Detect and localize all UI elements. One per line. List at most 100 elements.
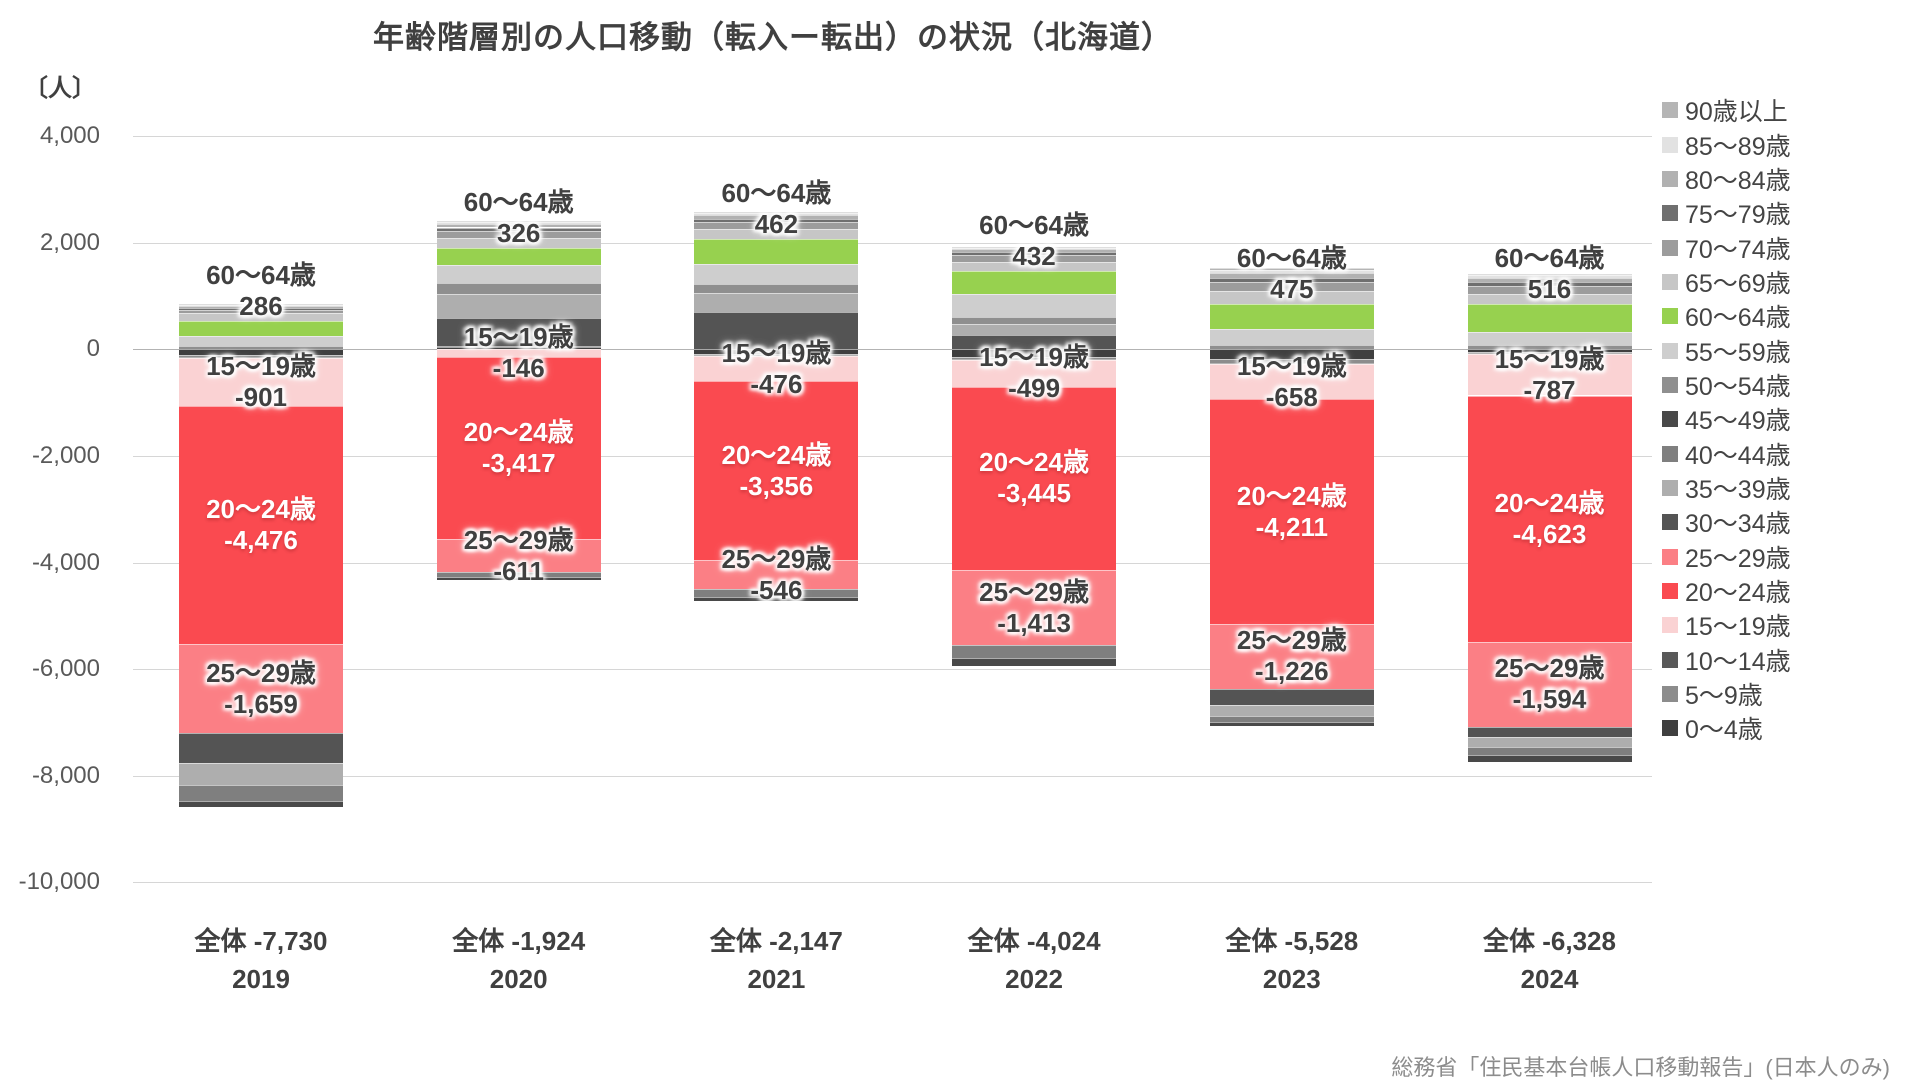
bar-segment-35〜39歳 xyxy=(694,292,859,312)
bar-segment-25〜29歳 xyxy=(179,644,343,733)
bar-segment-0〜4歳 xyxy=(952,349,1117,357)
segment-label-25〜29歳: 25〜29歳 -611 xyxy=(389,525,649,587)
y-axis-unit-label: 〔人〕 xyxy=(24,75,96,102)
bar-segment-10〜14歳 xyxy=(694,355,859,357)
segment-label-age: 60〜64歳 xyxy=(1236,242,1347,273)
segment-label-age: 25〜29歳 xyxy=(1236,625,1347,656)
segment-label-25〜29歳: 25〜29歳 -1,413 xyxy=(904,577,1164,639)
legend-swatch xyxy=(1662,239,1678,256)
total-label: 全体 -6,328 xyxy=(1483,926,1616,956)
year-label: 2020 xyxy=(489,964,548,994)
bar-segment-70〜74歳 xyxy=(436,231,601,238)
legend-item-55〜59歳: 55〜59歳 xyxy=(1662,333,1791,367)
bar-segment-65〜69歳 xyxy=(1467,293,1632,305)
legend-swatch xyxy=(1662,376,1678,393)
bar-segment-30〜34歳 xyxy=(179,732,343,763)
segment-label-60〜64歳: 60〜64歳 516 xyxy=(1420,243,1680,305)
y-tick-label: 0 xyxy=(86,335,100,363)
legend-swatch xyxy=(1662,308,1678,325)
bar-segment-0〜4歳 xyxy=(179,349,343,356)
bar-segment-90歳以上 xyxy=(1209,267,1374,270)
bar-segment-35〜39歳 xyxy=(952,323,1117,336)
bar-segment-10〜14歳 xyxy=(952,359,1117,361)
legend-swatch xyxy=(1662,479,1678,496)
legend-item-5〜9歳: 5〜9歳 xyxy=(1662,677,1791,711)
segment-label-age: 15〜19歳 xyxy=(463,322,574,353)
total-label: 全体 -5,528 xyxy=(1225,926,1359,956)
legend-swatch xyxy=(1662,445,1678,462)
segment-label-15〜19歳: 15〜19歳 -146 xyxy=(389,322,649,384)
segment-label-25〜29歳: 25〜29歳 -1,226 xyxy=(1162,625,1422,687)
segment-label-15〜19歳: 15〜19歳 -787 xyxy=(1420,344,1680,406)
bar-segment-30〜34歳 xyxy=(952,335,1117,350)
segment-label-age: 25〜29歳 xyxy=(721,543,832,574)
y-tick-label: 2,000 xyxy=(39,228,100,256)
segment-label-15〜19歳: 15〜19歳 -499 xyxy=(904,342,1164,404)
bar-segment-40〜44歳 xyxy=(694,589,859,597)
bar-segment-80〜84歳 xyxy=(179,306,343,309)
bar-segment-20〜24歳 xyxy=(1209,399,1374,624)
legend-item-65〜69歳: 65〜69歳 xyxy=(1662,265,1791,299)
segment-label-60〜64歳: 60〜64歳 475 xyxy=(1162,243,1422,305)
segment-label-value: -499 xyxy=(1008,373,1061,404)
segment-label-age: 60〜64歳 xyxy=(206,259,316,290)
gridline--2000 xyxy=(133,455,1652,457)
bar-segment-70〜74歳 xyxy=(1467,286,1632,294)
bar-segment-0〜4歳 xyxy=(436,347,601,350)
bar-segment-10〜14歳 xyxy=(1209,362,1374,365)
year-label: 2021 xyxy=(747,964,806,994)
legend-item-45〜49歳: 45〜49歳 xyxy=(1662,402,1791,436)
bar-segment-15〜19歳 xyxy=(436,349,601,358)
legend-item-20〜24歳: 20〜24歳 xyxy=(1662,574,1791,608)
legend-item-25〜29歳: 25〜29歳 xyxy=(1662,539,1791,573)
gridline-4000 xyxy=(133,136,1652,138)
bar-segment-35〜39歳 xyxy=(179,762,343,786)
segment-label-age: 20〜24歳 xyxy=(1494,487,1605,518)
bar-segment-75〜79歳 xyxy=(1209,277,1374,283)
legend-label: 30〜34歳 xyxy=(1685,510,1791,539)
bar-segment-75〜79歳 xyxy=(694,218,859,223)
segment-label-value: -546 xyxy=(750,574,803,605)
total-label: 全体 -2,147 xyxy=(709,926,843,956)
bar-segment-15〜19歳 xyxy=(1209,364,1374,400)
segment-label-25〜29歳: 25〜29歳 -546 xyxy=(646,544,906,606)
segment-label-value: 516 xyxy=(1527,274,1572,305)
legend-label: 20〜24歳 xyxy=(1685,578,1791,607)
segment-label-age: 60〜64歳 xyxy=(463,187,574,217)
legend-label: 50〜54歳 xyxy=(1685,372,1791,401)
segment-label-value: -3,356 xyxy=(739,470,814,501)
bar-segment-20〜24歳 xyxy=(179,405,343,645)
segment-label-value: -476 xyxy=(750,368,803,399)
bar-segment-45〜49歳 xyxy=(694,596,859,602)
segment-label-15〜19歳: 15〜19歳 -658 xyxy=(1162,351,1422,413)
bar-segment-25〜29歳 xyxy=(1467,641,1632,727)
legend-label: 90歳以上 xyxy=(1685,98,1788,127)
bar-segment-20〜24歳 xyxy=(952,386,1117,571)
legend-label: 85〜89歳 xyxy=(1685,132,1791,161)
legend-label: 55〜59歳 xyxy=(1685,338,1791,367)
bar-segment-30〜34歳 xyxy=(694,311,859,350)
bar-segment-80〜84歳 xyxy=(436,223,601,228)
bar-segment-90歳以上 xyxy=(952,246,1117,248)
bar-segment-90歳以上 xyxy=(179,303,343,305)
segment-label-20〜24歳: 20〜24歳 -4,476 xyxy=(131,494,391,556)
bar-segment-35〜39歳 xyxy=(436,294,601,319)
legend-swatch xyxy=(1662,651,1678,668)
bar-segment-45〜49歳 xyxy=(1467,755,1632,762)
legend-swatch xyxy=(1662,582,1678,599)
bar-segment-70〜74歳 xyxy=(1209,282,1374,292)
year-label: 2024 xyxy=(1520,964,1579,994)
bar-segment-35〜39歳 xyxy=(1209,705,1374,716)
bar-segment-45〜49歳 xyxy=(179,801,343,807)
segment-label-age: 20〜24歳 xyxy=(206,494,316,525)
bar-segment-5〜9歳 xyxy=(1209,359,1374,363)
legend-item-75〜79歳: 75〜79歳 xyxy=(1662,196,1791,230)
segment-label-value: 432 xyxy=(1012,241,1056,272)
segment-label-60〜64歳: 60〜64歳 326 xyxy=(389,187,649,249)
bar-segment-60〜64歳 xyxy=(694,239,859,264)
legend-swatch xyxy=(1662,720,1678,737)
segment-label-value: -146 xyxy=(492,353,545,384)
y-tick-label: -4,000 xyxy=(31,548,100,576)
legend-swatch xyxy=(1662,411,1678,428)
bar-segment-55〜59歳 xyxy=(694,263,859,284)
